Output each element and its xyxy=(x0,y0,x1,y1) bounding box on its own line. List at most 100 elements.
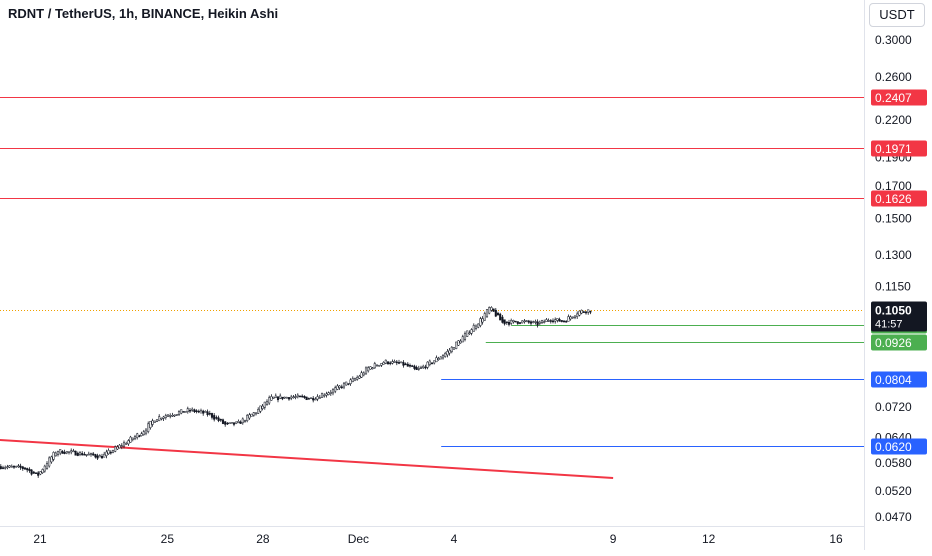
candle-body xyxy=(402,362,405,366)
price-axis[interactable]: 0.3000 0.2600 0.2200 0.1900 0.1700 0.1500 0.13… xyxy=(864,0,932,550)
candle-body xyxy=(34,472,38,474)
candle-body xyxy=(283,396,286,399)
candle-body xyxy=(382,362,385,365)
candle-body xyxy=(459,340,462,344)
candle-body xyxy=(294,396,297,398)
candle-body xyxy=(151,420,154,425)
candle-body xyxy=(263,401,266,408)
candle-body xyxy=(540,320,544,324)
time-tick-label: 9 xyxy=(610,532,617,546)
candle-body xyxy=(177,411,181,416)
price-tick-label: 0.0580 xyxy=(875,456,912,470)
candle-body xyxy=(529,321,533,324)
candle-body xyxy=(243,420,247,422)
candle-body xyxy=(556,318,559,321)
candle-body xyxy=(470,329,473,334)
current-price-tag-bg xyxy=(871,301,927,332)
candle-body xyxy=(501,316,504,323)
candle-body xyxy=(39,471,42,475)
candle-body xyxy=(551,320,555,323)
level-price-tag-bg xyxy=(871,371,927,388)
candle-body xyxy=(127,440,130,445)
price-chart[interactable] xyxy=(0,0,864,526)
candle-body xyxy=(59,449,62,454)
candle-body xyxy=(364,367,368,375)
candle-body xyxy=(4,467,7,469)
candle-body xyxy=(261,405,264,409)
candle-body xyxy=(292,396,295,399)
price-tick-label: 0.1700 xyxy=(875,179,912,193)
candle-body xyxy=(92,453,95,456)
candle-body xyxy=(17,465,20,468)
currency-button[interactable]: USDT xyxy=(869,3,925,27)
candle-body xyxy=(490,307,493,311)
candle-body xyxy=(210,413,214,418)
candle-body xyxy=(116,446,119,450)
candle-body xyxy=(417,368,420,370)
candle-body xyxy=(206,411,209,416)
candle-body xyxy=(21,466,24,469)
time-tick-label: 25 xyxy=(161,532,175,546)
time-axis[interactable]: 21 25 28 Dec 4 9 12 16 xyxy=(0,526,864,551)
candle-body xyxy=(351,378,354,382)
candle-body xyxy=(144,429,148,434)
candle-body xyxy=(131,437,134,440)
candle-body xyxy=(268,397,271,404)
candle-body xyxy=(422,365,425,369)
candle-body xyxy=(375,364,379,367)
chart-title: RDNT / TetherUS, 1h, BINANCE, Heikin Ash… xyxy=(8,6,279,21)
level-price-tag: 0.1971 xyxy=(875,142,912,156)
candle-body xyxy=(153,420,156,423)
candle-body xyxy=(76,452,79,456)
candle-body xyxy=(406,363,409,367)
candle-body xyxy=(461,336,464,343)
candle-body xyxy=(485,309,489,318)
candle-body xyxy=(166,414,170,417)
candle-body xyxy=(534,321,537,323)
candle-body xyxy=(109,451,112,454)
candle-body xyxy=(584,311,588,314)
candle-body xyxy=(512,320,515,323)
candle-body xyxy=(360,372,363,378)
bar-countdown: 41:57 xyxy=(875,319,903,331)
candle-body xyxy=(527,320,530,323)
candle-body xyxy=(378,364,381,367)
price-axis-scale[interactable]: 0.30000.26000.22000.19000.17000.15000.13… xyxy=(865,0,932,550)
candle-body xyxy=(514,320,517,323)
candle-body xyxy=(369,366,372,370)
candle-body xyxy=(523,320,526,323)
candle-body xyxy=(349,379,352,384)
candle-body xyxy=(336,385,339,390)
support-trendline[interactable] xyxy=(0,438,614,479)
candle-body xyxy=(105,451,108,456)
candle-body xyxy=(41,469,44,474)
candle-body xyxy=(408,364,412,367)
candle-body xyxy=(386,361,390,365)
candle-body xyxy=(26,468,29,471)
candle-body xyxy=(503,319,506,325)
candle-body xyxy=(254,412,258,415)
candle-body xyxy=(428,360,431,365)
time-axis-scale[interactable]: 21 25 28 Dec 4 9 12 16 xyxy=(0,527,864,551)
candle-body xyxy=(142,431,145,435)
candle-body xyxy=(94,454,97,458)
candle-body xyxy=(536,321,539,326)
candle-body xyxy=(463,333,467,340)
chart-area[interactable] xyxy=(0,0,864,526)
level-price-tag: 0.1626 xyxy=(875,192,912,206)
candle-body xyxy=(202,410,205,414)
candle-body xyxy=(589,310,592,313)
candle-body xyxy=(444,352,447,357)
candle-body xyxy=(45,463,49,469)
candle-body xyxy=(226,422,229,425)
candle-body xyxy=(404,363,407,366)
candle-body xyxy=(287,397,291,400)
candle-body xyxy=(562,320,566,323)
candle-body xyxy=(32,471,35,474)
candle-body xyxy=(545,319,548,322)
level-price-tag: 0.0926 xyxy=(875,336,912,350)
candle-body xyxy=(426,361,429,368)
candle-body xyxy=(560,320,563,322)
candle-body xyxy=(578,310,581,316)
candle-body xyxy=(83,453,86,456)
